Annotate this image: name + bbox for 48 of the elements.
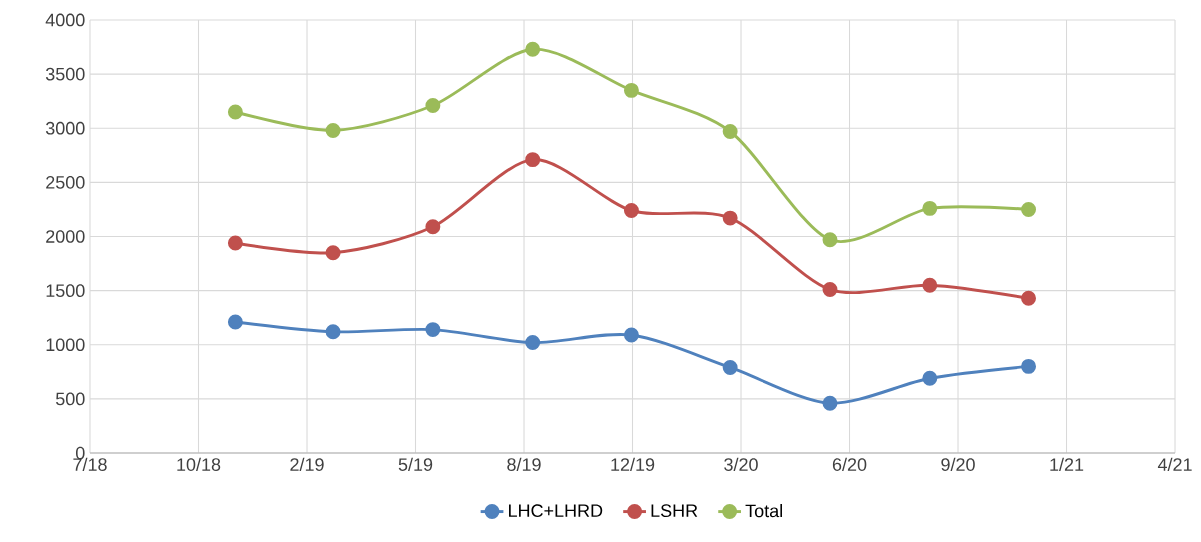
point xyxy=(227,235,243,251)
x-tick-label: 5/19 xyxy=(398,457,433,471)
point xyxy=(722,360,738,375)
point xyxy=(623,203,639,218)
point xyxy=(822,395,838,411)
point xyxy=(227,104,243,120)
point xyxy=(525,41,541,57)
point xyxy=(325,324,341,340)
x-tick-label: 3/20 xyxy=(724,457,758,471)
point xyxy=(623,82,639,98)
point xyxy=(722,210,738,226)
point xyxy=(922,200,938,216)
x-tick-label: 12/19 xyxy=(611,457,655,471)
y-tick-label: 3500 xyxy=(45,67,85,81)
point xyxy=(525,152,541,168)
y-tick-label: 2000 xyxy=(46,230,85,243)
point xyxy=(1021,290,1037,306)
point xyxy=(623,327,639,343)
x-tick-label: 6/20 xyxy=(832,457,867,471)
x-tick-label: 9/20 xyxy=(941,457,975,471)
point xyxy=(922,370,938,386)
point xyxy=(922,277,938,293)
point xyxy=(822,282,838,298)
y-tick-label: 1000 xyxy=(46,338,85,352)
y-tick-label: 4000 xyxy=(45,13,85,27)
y-tick-label: 3000 xyxy=(45,121,85,135)
legend-label: LHC+LHRD xyxy=(509,504,603,518)
point xyxy=(1021,201,1037,217)
legend-label: Total xyxy=(745,504,782,518)
point xyxy=(722,124,738,139)
point xyxy=(1021,358,1037,374)
point xyxy=(425,219,441,235)
point xyxy=(325,245,341,261)
point xyxy=(325,122,341,138)
y-tick-label: 2500 xyxy=(46,176,85,189)
x-tick-label: 8/19 xyxy=(507,457,541,471)
point xyxy=(425,98,441,113)
x-tick-label: 4/21 xyxy=(1157,457,1192,471)
x-tick-label: 2/19 xyxy=(290,457,324,471)
point xyxy=(425,322,441,338)
point xyxy=(227,314,243,330)
legend-label: LSHR xyxy=(651,504,698,518)
x-tick-label: 1/21 xyxy=(1050,457,1084,471)
point xyxy=(822,232,838,248)
y-tick-label: 1500 xyxy=(46,284,85,297)
y-tick-label: 500 xyxy=(55,392,85,406)
x-tick-label: 10/18 xyxy=(177,457,221,471)
point xyxy=(525,335,541,351)
